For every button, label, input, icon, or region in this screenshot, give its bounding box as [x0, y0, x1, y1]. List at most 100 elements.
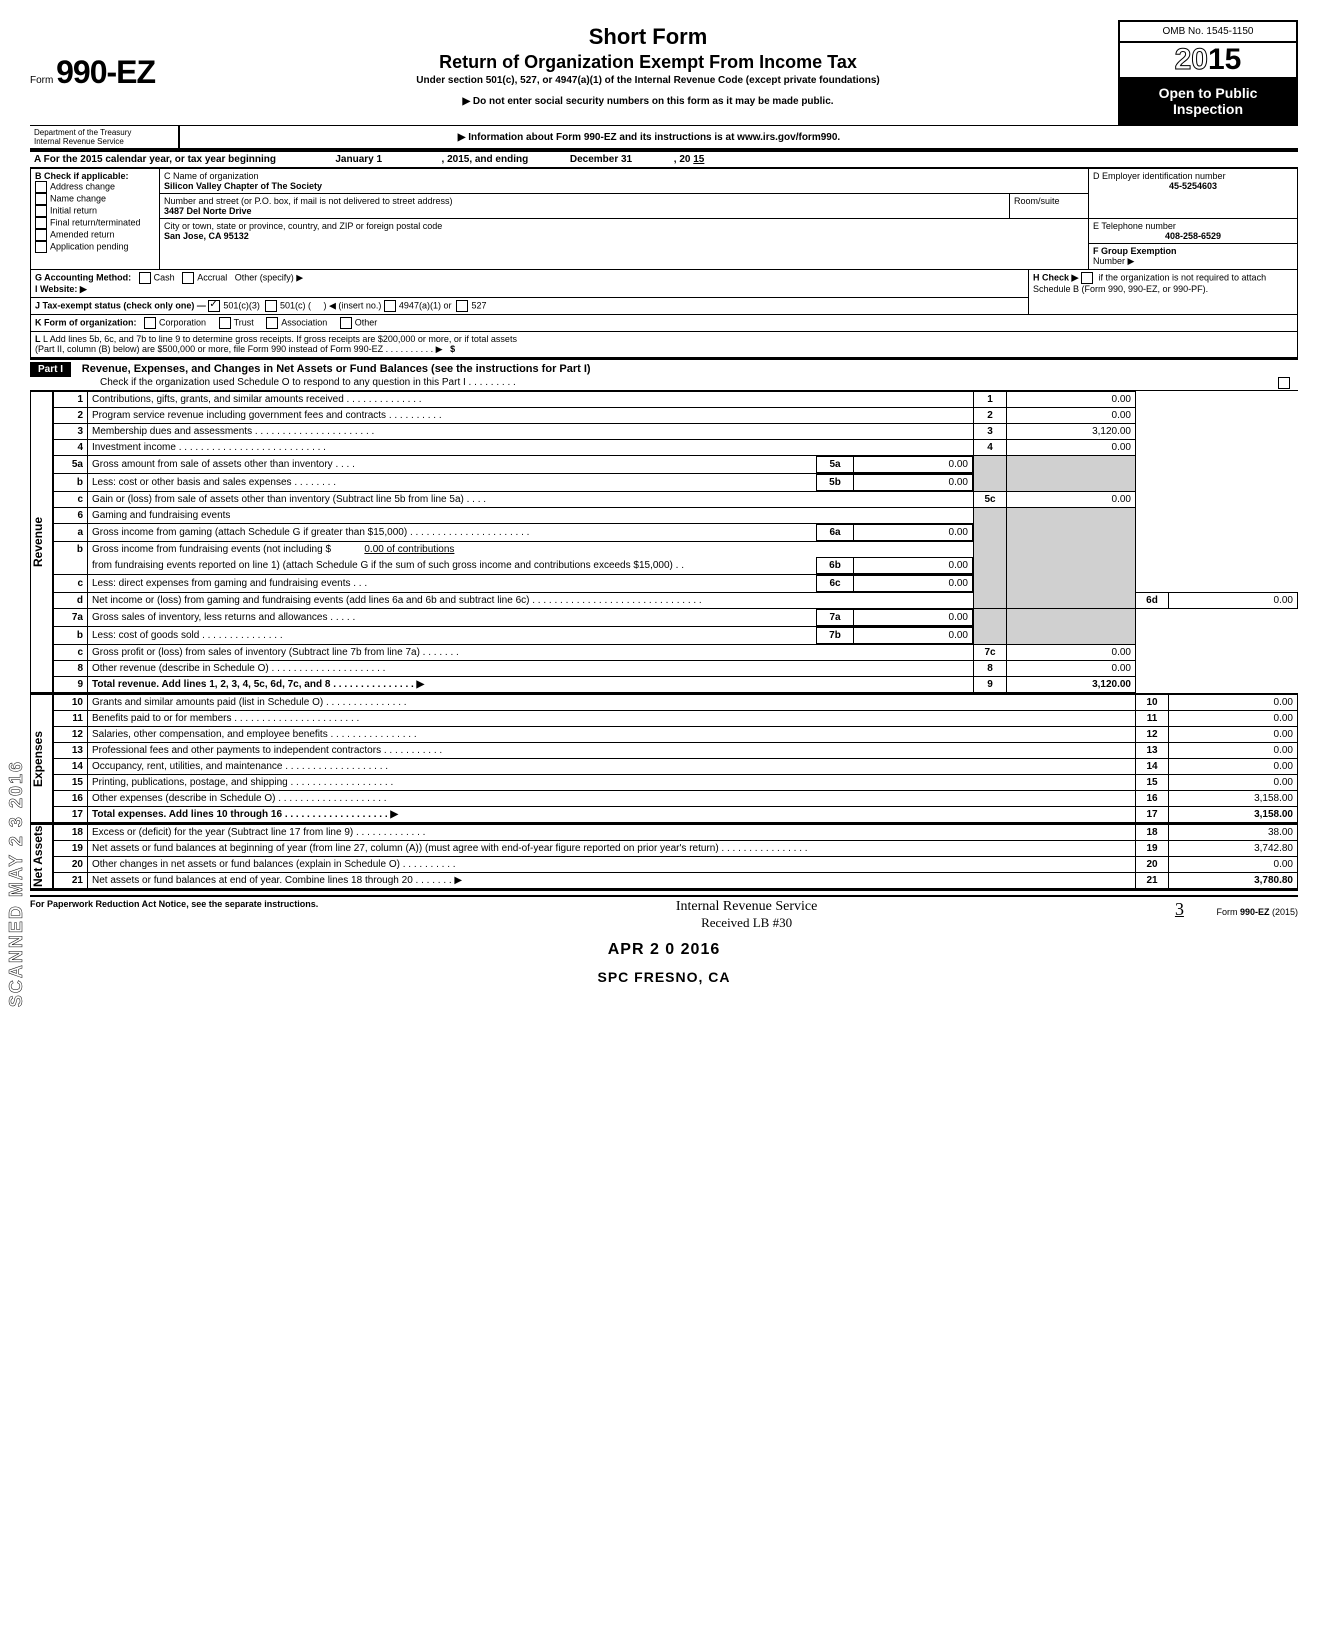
stamp-irs: Internal Revenue Service: [676, 899, 818, 914]
shade-7: [974, 609, 1007, 645]
iamt-6c[interactable]: 0.00: [854, 576, 973, 592]
chk-schedule-b[interactable]: [1081, 272, 1093, 284]
amt-3[interactable]: 3,120.00: [1007, 424, 1136, 440]
desc-4: Investment income . . . . . . . . . . . …: [88, 440, 974, 456]
desc-7b: Less: cost of goods sold . . . . . . . .…: [88, 628, 817, 644]
street-address[interactable]: 3487 Del Norte Drive: [164, 206, 252, 216]
shade-7-amt: [1007, 609, 1136, 645]
ln-1: 1: [53, 392, 88, 408]
desc-9: Total revenue. Add lines 1, 2, 3, 4, 5c,…: [88, 677, 974, 693]
room-suite-label: Room/suite: [1010, 194, 1089, 219]
j-501c3: 501(c)(3): [223, 300, 260, 310]
chk-corp[interactable]: [144, 317, 156, 329]
part-i-title: Revenue, Expenses, and Changes in Net As…: [74, 363, 591, 375]
org-name[interactable]: Silicon Valley Chapter of The Society: [164, 181, 322, 191]
amt-21[interactable]: 3,780.80: [1169, 873, 1298, 889]
iamt-5b[interactable]: 0.00: [854, 475, 973, 491]
desc-3: Membership dues and assessments . . . . …: [88, 424, 974, 440]
chk-address-change[interactable]: [35, 181, 47, 193]
phone-value[interactable]: 408-258-6529: [1093, 231, 1293, 241]
amt-15[interactable]: 0.00: [1169, 775, 1298, 791]
g-other: Other (specify) ▶: [235, 272, 303, 282]
dept-irs: Internal Revenue Service: [34, 137, 174, 146]
ibox-6c: 6c: [817, 576, 854, 592]
g-cash: Cash: [154, 272, 175, 282]
chk-app-pending[interactable]: [35, 241, 47, 253]
g-label: G Accounting Method:: [35, 272, 131, 282]
year-end-month[interactable]: December 31: [531, 154, 671, 165]
amt-4[interactable]: 0.00: [1007, 440, 1136, 456]
ln-6c: c: [53, 575, 88, 593]
l-dollar: $: [450, 344, 455, 354]
tax-year: 2015: [1118, 42, 1298, 79]
amt-10[interactable]: 0.00: [1169, 695, 1298, 711]
chk-527[interactable]: [456, 300, 468, 312]
amt-7c[interactable]: 0.00: [1007, 645, 1136, 661]
ln-12: 12: [53, 727, 88, 743]
amt-14[interactable]: 0.00: [1169, 759, 1298, 775]
i-website-label: I Website: ▶: [35, 284, 87, 294]
amt-2[interactable]: 0.00: [1007, 408, 1136, 424]
ln-16: 16: [53, 791, 88, 807]
iamt-7b[interactable]: 0.00: [854, 628, 973, 644]
year-begin[interactable]: January 1: [279, 154, 439, 165]
desc-6: Gaming and fundraising events: [88, 508, 974, 524]
box-19: 19: [1136, 841, 1169, 857]
amt-11[interactable]: 0.00: [1169, 711, 1298, 727]
ein-value[interactable]: 45-5254603: [1093, 181, 1293, 191]
iamt-7a[interactable]: 0.00: [854, 610, 973, 626]
l-line2: (Part II, column (B) below) are $500,000…: [35, 344, 443, 354]
ln-5a: 5a: [53, 456, 88, 474]
dept-treasury: Department of the Treasury: [34, 128, 174, 137]
amt-1[interactable]: 0.00: [1007, 392, 1136, 408]
amt-12[interactable]: 0.00: [1169, 727, 1298, 743]
chk-initial-return[interactable]: [35, 205, 47, 217]
stamp-date: APR 2 0 2016: [30, 941, 1298, 959]
amt-17[interactable]: 3,158.00: [1169, 807, 1298, 823]
desc-6b-3: from fundraising events reported on line…: [88, 558, 817, 574]
box-13: 13: [1136, 743, 1169, 759]
ibox-5a: 5a: [817, 457, 854, 473]
chk-final-return[interactable]: [35, 217, 47, 229]
chk-amended[interactable]: [35, 229, 47, 241]
chk-4947[interactable]: [384, 300, 396, 312]
shade-5-amt: [1007, 456, 1136, 492]
amt-19[interactable]: 3,742.80: [1169, 841, 1298, 857]
amt-18[interactable]: 38.00: [1169, 825, 1298, 841]
chk-accrual[interactable]: [182, 272, 194, 284]
year-bold: 15: [1208, 43, 1241, 76]
b-header: B Check if applicable:: [35, 171, 129, 181]
desc-19: Net assets or fund balances at beginning…: [88, 841, 1136, 857]
amt-20[interactable]: 0.00: [1169, 857, 1298, 873]
amt-13[interactable]: 0.00: [1169, 743, 1298, 759]
k-other: Other: [355, 317, 378, 327]
amt-9[interactable]: 3,120.00: [1007, 677, 1136, 693]
amt-5c[interactable]: 0.00: [1007, 492, 1136, 508]
chk-other-org[interactable]: [340, 317, 352, 329]
chk-name-change[interactable]: [35, 193, 47, 205]
desc-17: Total expenses. Add lines 10 through 16 …: [88, 807, 1136, 823]
ln-20: 20: [53, 857, 88, 873]
box-5c: 5c: [974, 492, 1007, 508]
chk-501c3[interactable]: [208, 300, 220, 312]
scanned-stamp: SCANNED MAY 2 3 2016: [6, 760, 27, 1007]
ln-19: 19: [53, 841, 88, 857]
chk-trust[interactable]: [219, 317, 231, 329]
amt-8[interactable]: 0.00: [1007, 661, 1136, 677]
chk-schedule-o[interactable]: [1278, 377, 1290, 389]
chk-501c[interactable]: [265, 300, 277, 312]
ln-7b: b: [53, 627, 88, 645]
iamt-5a[interactable]: 0.00: [854, 457, 973, 473]
city-value[interactable]: San Jose, CA 95132: [164, 231, 249, 241]
iamt-6b[interactable]: 0.00: [854, 558, 973, 574]
b-item-0: Address change: [50, 181, 115, 191]
amt-6d[interactable]: 0.00: [1169, 593, 1298, 609]
ln-6: 6: [53, 508, 88, 524]
iamt-6a[interactable]: 0.00: [854, 525, 973, 541]
chk-cash[interactable]: [139, 272, 151, 284]
box-17: 17: [1136, 807, 1169, 823]
ln-8: 8: [53, 661, 88, 677]
amt-16[interactable]: 3,158.00: [1169, 791, 1298, 807]
chk-assoc[interactable]: [266, 317, 278, 329]
year-end-yr[interactable]: 15: [693, 154, 704, 165]
